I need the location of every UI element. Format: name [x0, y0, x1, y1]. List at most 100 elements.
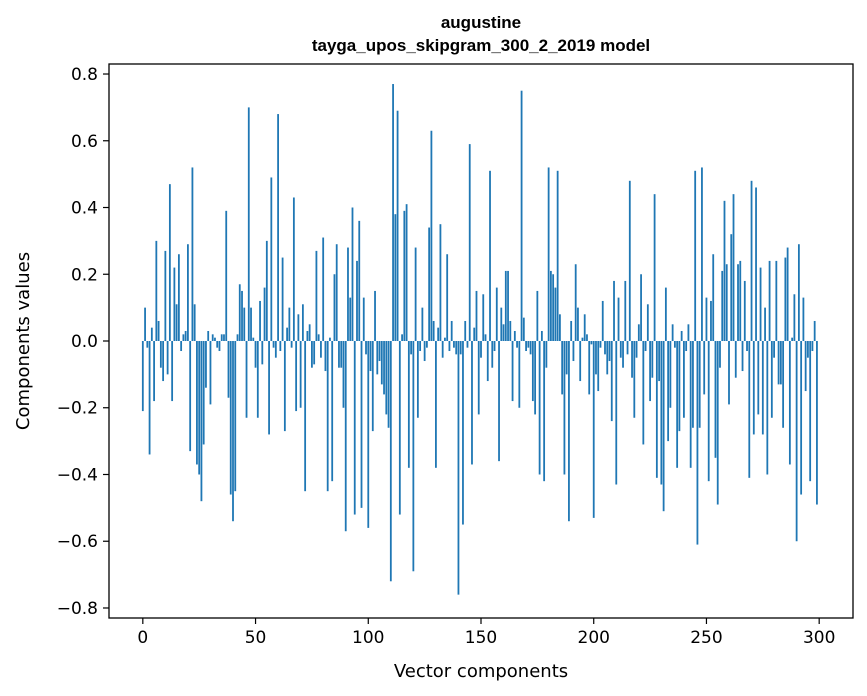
bar-142 [462, 341, 464, 525]
bar-238 [678, 341, 681, 432]
bar-252 [710, 300, 712, 341]
bar-66 [290, 341, 293, 348]
bar-141 [459, 341, 462, 355]
bar-139 [455, 341, 458, 355]
bar-177 [540, 330, 543, 341]
bar-95 [356, 260, 358, 341]
bar-269 [748, 341, 751, 478]
bar-192 [574, 264, 577, 341]
bar-30 [209, 341, 212, 405]
bar-181 [549, 270, 552, 341]
bar-292 [800, 341, 803, 495]
bar-194 [579, 341, 582, 382]
bar-132 [439, 224, 442, 341]
bar-190 [570, 320, 573, 341]
bar-77 [315, 250, 318, 341]
bar-27 [202, 341, 205, 445]
bar-274 [759, 267, 762, 341]
bar-96 [358, 220, 361, 341]
bar-94 [353, 341, 356, 515]
bar-254 [714, 341, 717, 458]
bar-297 [811, 341, 814, 352]
bar-287 [788, 341, 791, 465]
bar-147 [473, 327, 476, 341]
bar-241 [685, 341, 688, 352]
bar-81 [324, 341, 327, 372]
bar-18 [182, 334, 185, 341]
bar-227 [653, 194, 656, 341]
bar-73 [306, 330, 309, 341]
bar-71 [301, 304, 304, 341]
bar-211 [617, 297, 620, 341]
y-tick-label-0: 0.8 [71, 65, 98, 85]
bar-17 [180, 341, 183, 352]
bar-62 [281, 257, 284, 341]
bar-172 [529, 341, 532, 355]
bar-258 [723, 200, 726, 341]
bar-184 [556, 170, 559, 341]
bar-224 [646, 304, 649, 341]
bar-210 [615, 341, 618, 485]
bar-25 [198, 341, 201, 475]
bar-240 [683, 341, 685, 418]
bar-117 [405, 204, 408, 341]
bar-218 [633, 341, 636, 418]
bar-230 [660, 341, 663, 485]
bar-226 [651, 341, 654, 378]
bar-93 [351, 207, 354, 341]
bar-244 [692, 341, 694, 428]
bar-52 [259, 300, 261, 341]
x-tick-label-100: 100 [352, 628, 384, 648]
bar-186 [561, 341, 564, 395]
bar-299 [816, 341, 818, 505]
bar-51 [256, 341, 259, 418]
bar-68 [295, 341, 298, 412]
bar-116 [403, 210, 406, 341]
bar-10 [164, 250, 167, 341]
bar-86 [335, 244, 338, 341]
bar-159 [500, 307, 503, 341]
bar-197 [586, 334, 588, 341]
bar-266 [741, 341, 744, 372]
bar-145 [468, 144, 471, 341]
bar-134 [444, 337, 446, 341]
bar-273 [757, 341, 760, 415]
bar-63 [283, 341, 286, 432]
bar-12 [168, 184, 171, 341]
bar-277 [766, 341, 769, 475]
bar-105 [378, 341, 381, 362]
bar-35 [220, 334, 223, 341]
bar-98 [362, 297, 365, 341]
bar-215 [626, 341, 629, 355]
bar-212 [619, 341, 622, 358]
bar-214 [624, 280, 627, 341]
bar-79 [320, 341, 322, 358]
bar-24 [196, 341, 198, 465]
bar-143 [464, 320, 467, 341]
bar-206 [606, 341, 609, 375]
x-tick-label-200: 200 [578, 628, 610, 648]
bar-232 [664, 287, 667, 341]
bar-217 [631, 341, 633, 378]
bar-102 [371, 341, 374, 432]
bar-3 [148, 341, 151, 455]
x-axis-label: Vector components [394, 661, 568, 682]
plot-frame [108, 63, 854, 619]
bar-173 [531, 341, 534, 402]
bar-256 [719, 341, 721, 368]
bar-22 [191, 167, 194, 341]
bar-261 [730, 234, 733, 341]
bar-167 [518, 341, 521, 408]
bar-220 [637, 324, 640, 341]
bar-153 [486, 341, 489, 382]
bar-193 [577, 307, 579, 341]
bar-201 [595, 341, 597, 375]
bar-182 [552, 274, 555, 341]
bar-149 [477, 341, 480, 415]
y-axis-label: Components values [13, 252, 34, 430]
bar-122 [416, 341, 419, 418]
bar-9 [162, 341, 165, 382]
bar-42 [236, 334, 239, 341]
bar-70 [299, 341, 302, 408]
bar-44 [241, 290, 243, 341]
